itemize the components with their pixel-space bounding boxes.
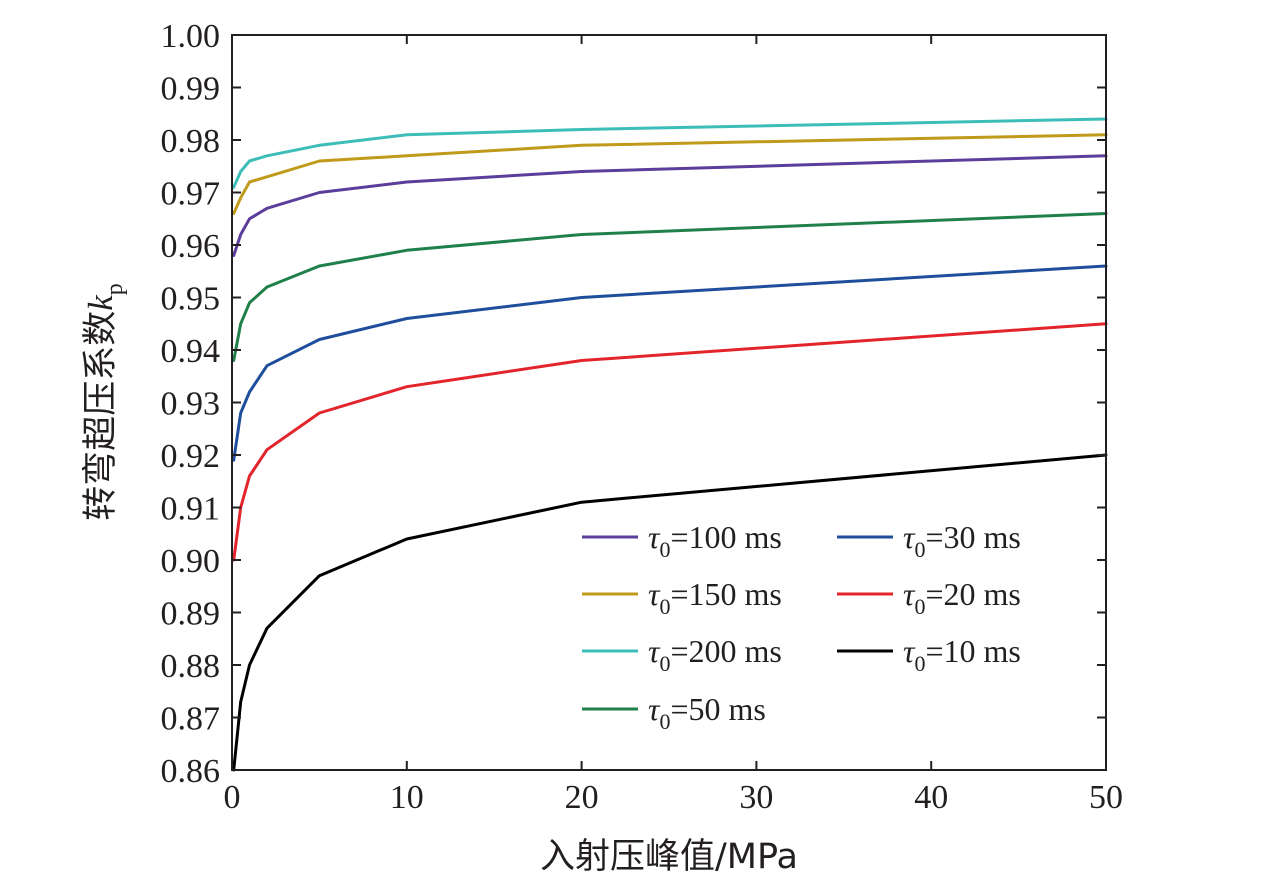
y-tick-label: 0.97	[161, 176, 221, 213]
series-line-0	[232, 154, 1108, 257]
series-line-2	[232, 117, 1108, 189]
legend-item: τ0=50 ms	[582, 691, 766, 734]
y-tick-label: 0.86	[161, 753, 221, 790]
y-tick-label: 0.88	[161, 648, 221, 685]
series-line-4	[232, 264, 1108, 462]
legend-item: τ0=30 ms	[837, 519, 1021, 562]
legend-item: τ0=150 ms	[582, 576, 782, 619]
legend-item: τ0=200 ms	[582, 633, 782, 676]
x-tick-label: 30	[739, 779, 773, 816]
legend-item: τ0=20 ms	[837, 576, 1021, 619]
y-tick-label: 0.92	[161, 438, 221, 475]
y-axis-title-symbol: k	[81, 294, 120, 311]
legend-item: τ0=100 ms	[582, 519, 782, 562]
x-tick-label: 50	[1089, 779, 1123, 816]
y-tick-label: 0.93	[161, 386, 221, 423]
series-line-6	[232, 453, 1108, 772]
y-axis-title: 转弯超压系数kp	[81, 283, 128, 521]
legend: τ0=100 ms τ0=150 ms τ0=200 ms τ0=50 ms τ0=30…	[582, 519, 1021, 734]
y-tick-label: 0.94	[161, 333, 221, 370]
x-tick-label: 10	[390, 779, 424, 816]
x-axis-title: 入射压峰值/MPa	[540, 837, 798, 877]
series-line-1	[232, 133, 1108, 215]
series-line-5	[232, 322, 1108, 562]
y-tick-label: 0.95	[161, 281, 221, 318]
y-tick-label: 0.96	[161, 228, 221, 265]
plot-lines	[232, 117, 1108, 772]
legend-label: τ0=200 ms	[648, 633, 782, 676]
x-tick-label: 20	[565, 779, 599, 816]
y-tick-label: 0.87	[161, 701, 221, 738]
legend-item: τ0=10 ms	[837, 633, 1021, 676]
y-axis-title-subscript: p	[102, 283, 128, 295]
y-tick-label: 0.90	[161, 543, 221, 580]
y-tick-label: 0.89	[161, 596, 221, 633]
series-line-3	[232, 212, 1108, 362]
legend-label: τ0=20 ms	[903, 576, 1021, 619]
y-axis-title-text: 转弯超压系数	[81, 311, 121, 521]
legend-label: τ0=150 ms	[648, 576, 782, 619]
y-tick-label: 0.91	[161, 491, 221, 528]
y-tick-label: 0.98	[161, 123, 221, 160]
y-tick-label: 0.99	[161, 71, 221, 108]
axis-ticks: 0 10 20 30 40 50 0.86 0.87 0.88 0.89 0.90 0.91 0.92 0…	[161, 18, 1124, 816]
x-tick-label: 40	[914, 779, 948, 816]
legend-label: τ0=30 ms	[903, 519, 1021, 562]
y-tick-label: 1.00	[161, 18, 221, 55]
legend-label: τ0=10 ms	[903, 633, 1021, 676]
legend-label: τ0=100 ms	[648, 519, 782, 562]
x-tick-label: 0	[224, 779, 241, 816]
legend-label: τ0=50 ms	[648, 691, 766, 734]
